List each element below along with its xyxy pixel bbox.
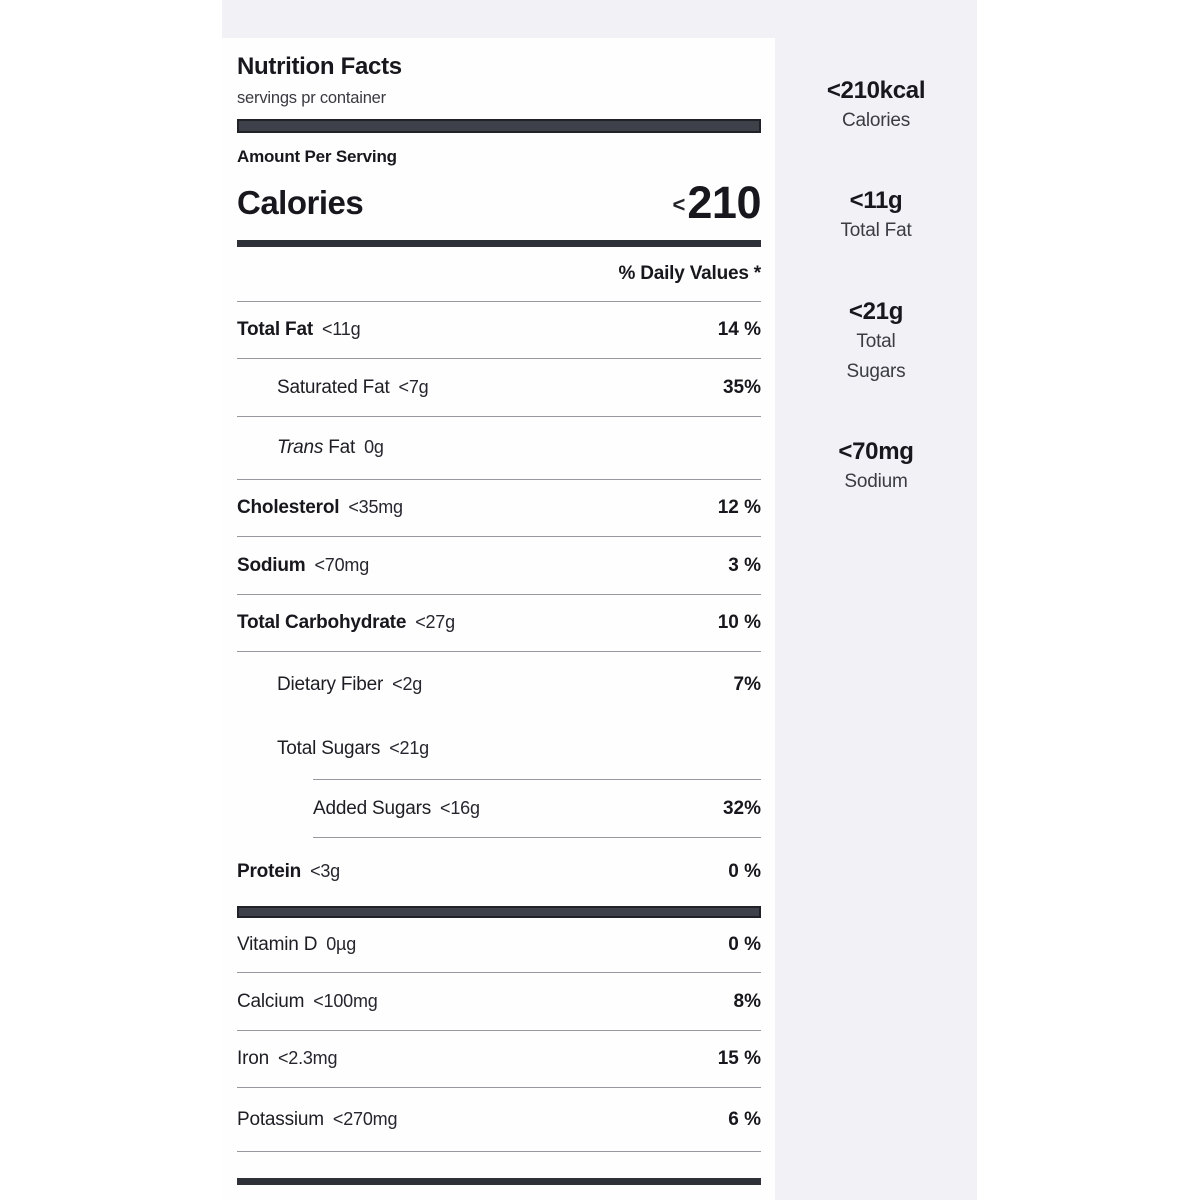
nutrient-percent: 14 %: [717, 319, 761, 340]
daily-values-header: % Daily Values *: [237, 247, 761, 302]
nutrient-amount: <2.3mg: [277, 1048, 338, 1068]
nutrient-amount: 0µg: [326, 934, 357, 954]
nutrient-percent: 0 %: [728, 861, 761, 882]
nutrient-name: Iron: [237, 1048, 269, 1069]
nutrient-amount: <35mg: [348, 497, 403, 517]
nutrition-facts-title: Nutrition Facts: [237, 53, 402, 80]
panel-background: Nutrition Facts servings pr container Am…: [222, 0, 977, 1200]
summary-item-total-sugars: <21g Total Sugars: [775, 297, 977, 387]
nutrient-row-sodium: Sodium <70mg 3 %: [237, 537, 761, 595]
nutrient-row-cholesterol: Cholesterol <35mg 12 %: [237, 480, 761, 537]
thick-divider-bar: [237, 906, 761, 918]
nutrient-amount: <11g: [321, 319, 361, 339]
nutrient-percent: 32%: [722, 797, 761, 819]
nutrient-row-total-carbohydrate: Total Carbohydrate <27g 10 %: [237, 595, 761, 652]
nutrient-row-calcium: Calcium <100mg 8%: [237, 973, 761, 1031]
nutrient-percent: 15 %: [717, 1048, 761, 1069]
nutrient-percent: 10 %: [717, 612, 761, 633]
nutrient-row-iron: Iron <2.3mg 15 %: [237, 1031, 761, 1088]
nutrient-name: Protein: [237, 861, 302, 882]
summary-item-calories: <210kcal Calories: [775, 76, 977, 136]
calories-label: Calories: [237, 184, 364, 221]
calories-value: 210: [687, 177, 761, 228]
nutrient-name: Dietary Fiber: [277, 674, 384, 695]
nutrient-row-trans-fat: Trans Fat 0g: [237, 417, 761, 480]
summary-label: Total Sugars: [846, 331, 906, 382]
nutrient-percent: 6 %: [728, 1108, 761, 1130]
summary-label: Calories: [841, 110, 911, 131]
summary-item-total-fat: <11g Total Fat: [775, 186, 977, 246]
thick-divider-bar: [237, 119, 761, 133]
nutrient-name: Cholesterol: [237, 497, 340, 518]
nutrient-name: Saturated Fat: [277, 376, 390, 398]
nutrient-name: Potassium: [237, 1108, 324, 1130]
bottom-divider-bar: [237, 1178, 761, 1185]
nutrient-percent: 12 %: [717, 497, 761, 518]
indented-divider: [313, 779, 761, 780]
nutrient-row-saturated-fat: Saturated Fat <7g 35%: [237, 359, 761, 417]
card-content: Nutrition Facts servings pr container Am…: [222, 53, 775, 1185]
nutrient-percent: 3 %: [728, 554, 761, 576]
nutrient-amount: <7g: [398, 376, 429, 397]
summary-value: <21g: [848, 298, 904, 325]
nutrient-row-potassium: Potassium <270mg 6 %: [237, 1088, 761, 1152]
nutrient-row-protein: Protein <3g 0 %: [237, 838, 761, 906]
nutrient-amount: <16g: [440, 797, 480, 818]
nutrient-amount: <70mg: [314, 554, 370, 575]
nutrient-name: Calcium: [237, 990, 305, 1012]
summary-value: <70mg: [838, 438, 914, 465]
calories-row: Calories < 210: [237, 177, 761, 229]
nutrition-facts-card: Nutrition Facts servings pr container Am…: [222, 38, 775, 1200]
nutrient-percent: 8%: [733, 990, 761, 1012]
nutrient-name: Total Carbohydrate: [237, 612, 407, 633]
summary-item-sodium: <70mg Sodium: [775, 437, 977, 497]
summary-sidebar: <210kcal Calories <11g Total Fat <21g To…: [775, 0, 977, 1200]
amount-per-serving-label: Amount Per Serving: [237, 147, 397, 166]
less-than-icon: <: [672, 192, 686, 217]
nutrient-name: Total Sugars: [277, 737, 381, 759]
nutrient-amount: <100mg: [313, 990, 378, 1011]
nutrient-row-total-fat: Total Fat <11g 14 %: [237, 302, 761, 359]
nutrient-name: Total Fat: [237, 319, 313, 340]
nutrient-row-dietary-fiber: Dietary Fiber <2g 7%: [237, 652, 761, 718]
nutrient-amount: 0g: [364, 437, 384, 457]
nutrient-percent: 35%: [722, 376, 761, 398]
nutrient-name: Fat: [323, 437, 356, 458]
indented-divider: [313, 837, 761, 838]
nutrient-percent: 7%: [733, 674, 761, 695]
nutrient-amount: <21g: [389, 737, 429, 758]
nutrient-name: Added Sugars: [313, 797, 432, 819]
nutrient-amount: <27g: [415, 612, 455, 632]
nutrient-row-added-sugars: Added Sugars <16g 32%: [237, 780, 761, 837]
nutrient-row-total-sugars: Total Sugars <21g: [237, 718, 761, 779]
nutrient-amount: <270mg: [332, 1108, 398, 1129]
nutrient-amount: <2g: [392, 674, 423, 694]
summary-label: Total Fat: [840, 220, 912, 241]
nutrient-percent: 0 %: [728, 934, 761, 955]
summary-label: Sodium: [844, 471, 908, 492]
servings-per-container-text: servings pr container: [237, 89, 386, 107]
nutrient-name-italic: Trans: [277, 437, 324, 458]
nutrient-name: Vitamin D: [237, 934, 318, 955]
summary-value: <210kcal: [826, 77, 926, 104]
nutrient-name: Sodium: [237, 554, 306, 576]
summary-value: <11g: [849, 187, 903, 214]
nutrient-amount: <3g: [310, 861, 340, 881]
nutrient-row-vitamin-d: Vitamin D 0µg 0 %: [237, 918, 761, 973]
medium-divider-bar: [237, 240, 761, 247]
calories-value-group: < 210: [672, 177, 762, 229]
